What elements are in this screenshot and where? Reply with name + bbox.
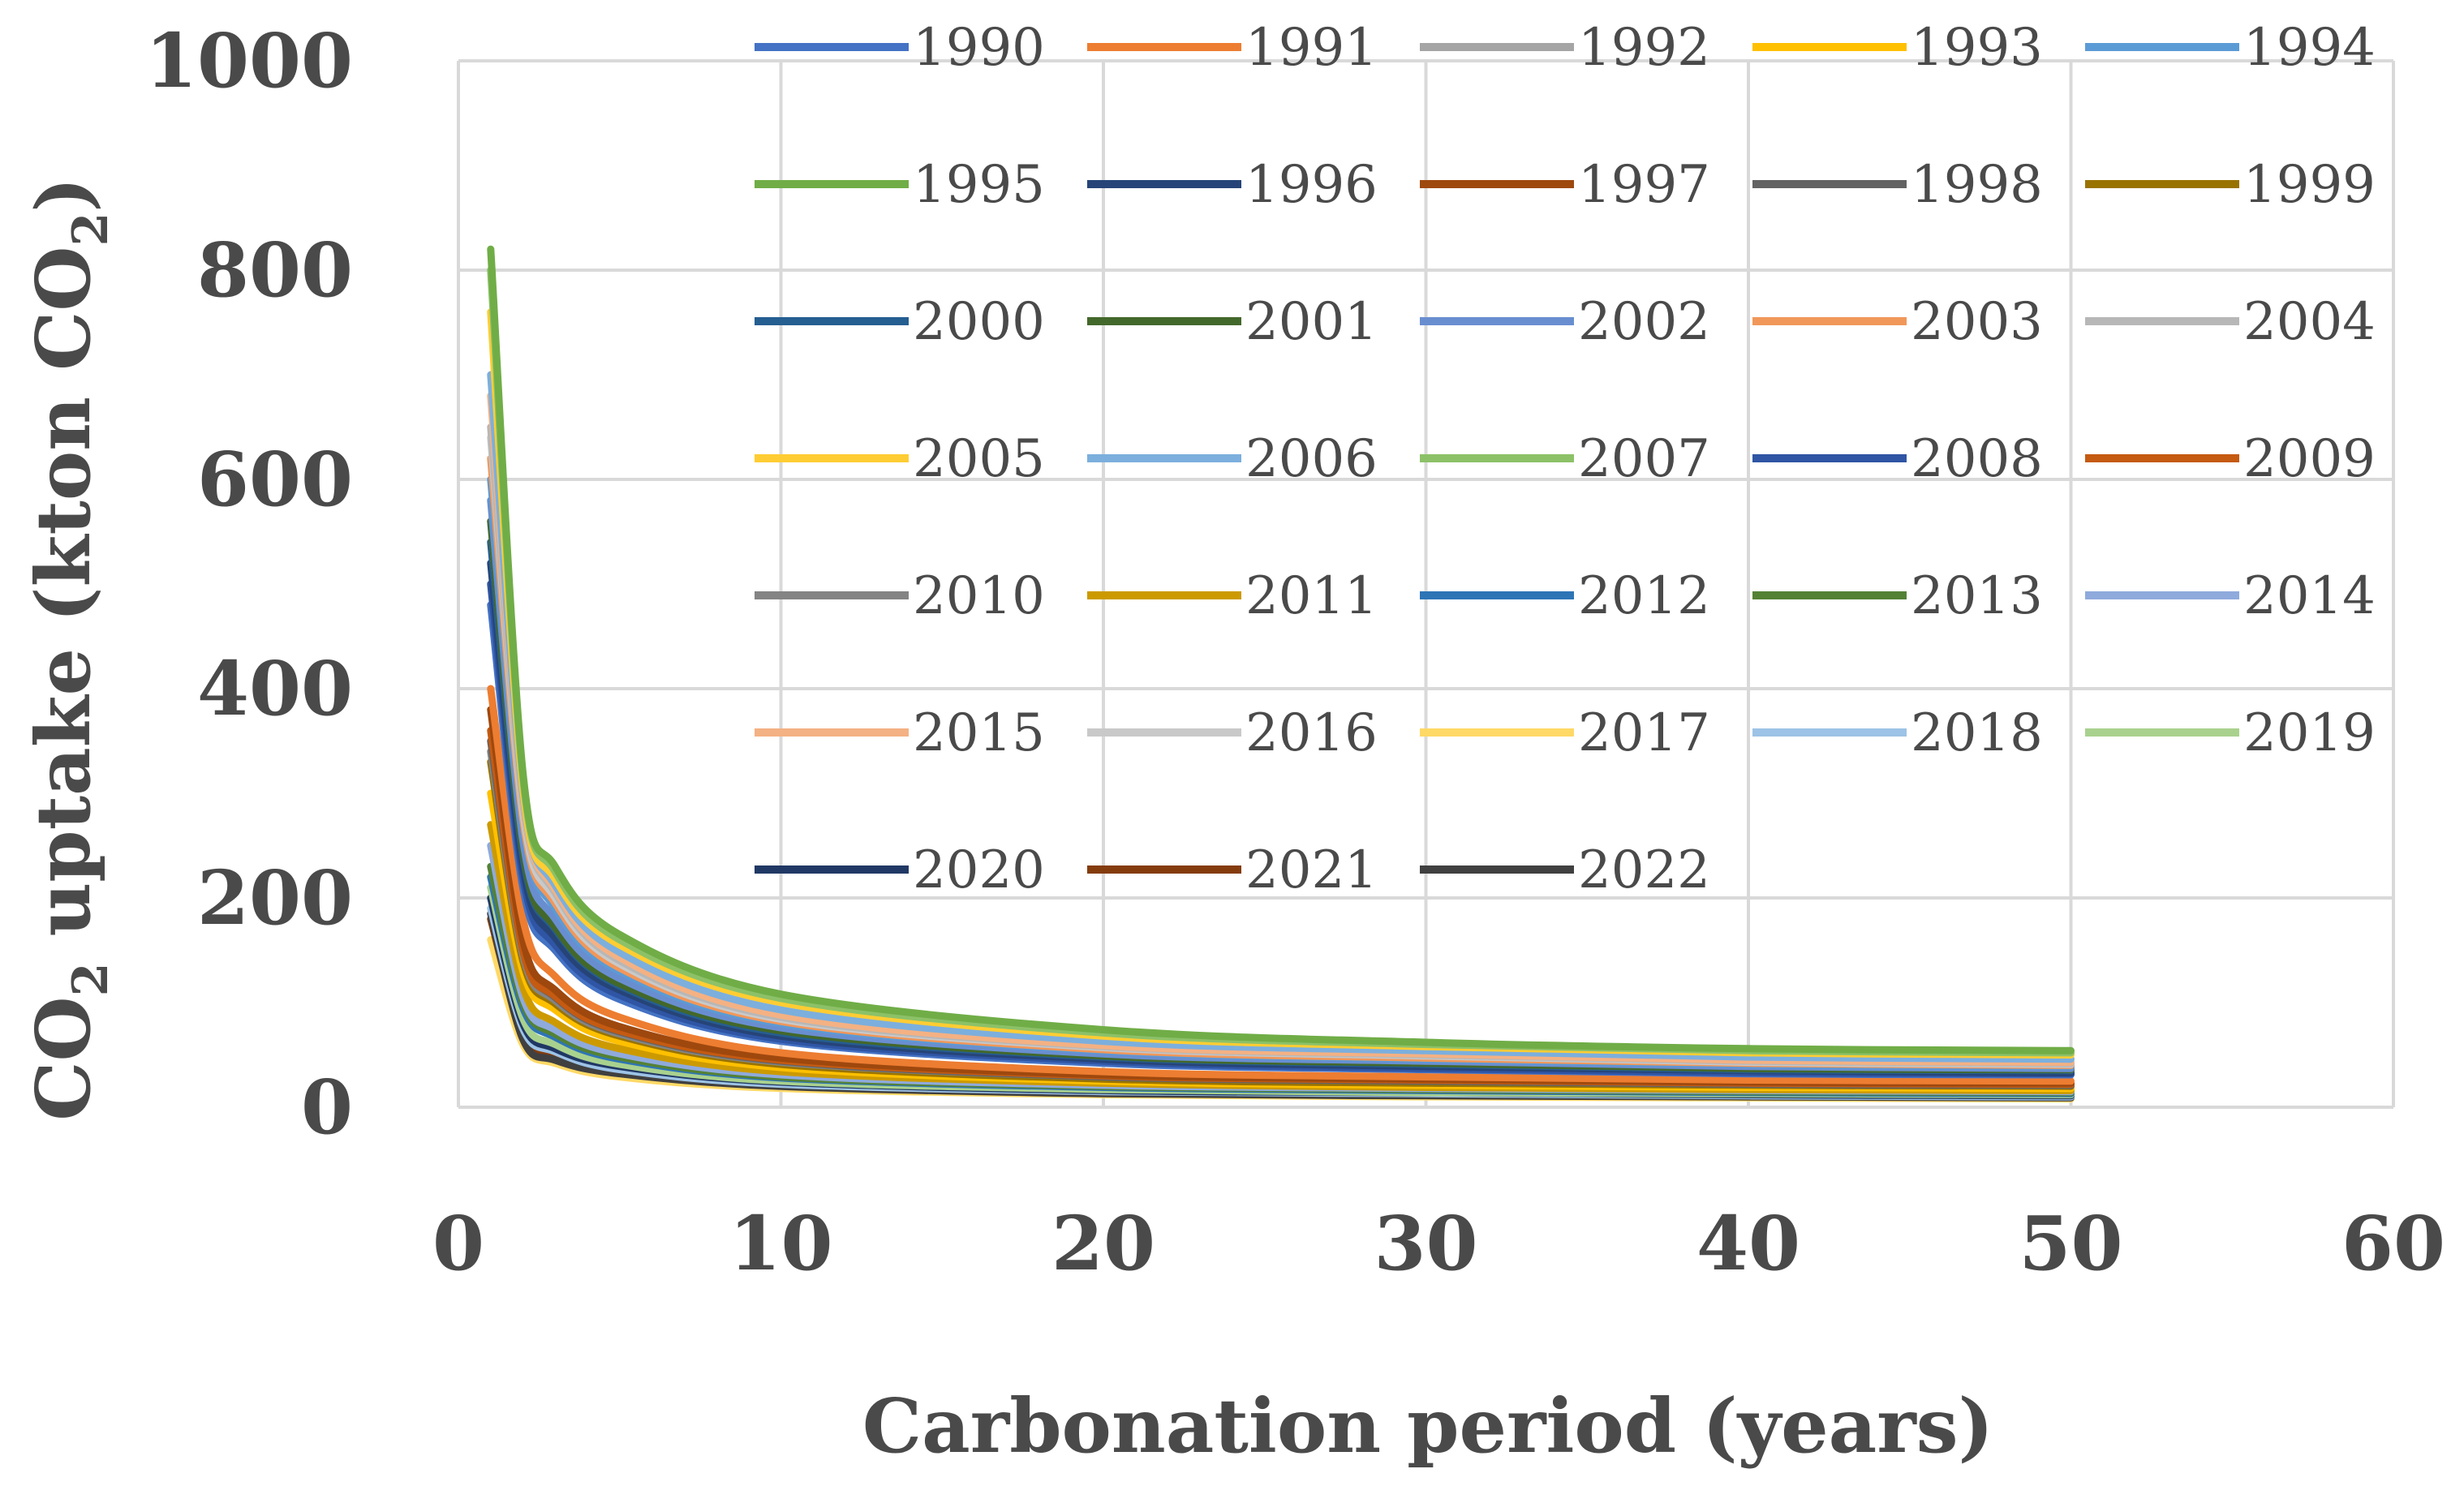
legend-item-2019: 2019	[2085, 703, 2376, 763]
legend-label-2022: 2022	[1578, 840, 1710, 900]
x-tick-label-60: 60	[2341, 1200, 2445, 1287]
y-tick-label-600: 600	[197, 436, 353, 523]
legend-label-2018: 2018	[1911, 703, 2043, 763]
legend-label-2005: 2005	[913, 429, 1045, 489]
legend-label-2017: 2017	[1578, 703, 1710, 763]
legend-item-2020: 2020	[755, 840, 1045, 900]
series-line-1995	[487, 245, 2075, 1054]
legend-item-2001: 2001	[1087, 292, 1378, 352]
legend-label-1996: 1996	[1245, 155, 1378, 215]
legend-item-2017: 2017	[1420, 703, 1710, 763]
legend-item-1990: 1990	[755, 18, 1045, 78]
legend-item-2013: 2013	[1752, 566, 2043, 626]
legend-item-2016: 2016	[1087, 703, 1378, 763]
legend-label-1997: 1997	[1578, 155, 1710, 215]
legend-label-2003: 2003	[1911, 292, 2043, 352]
legend-item-2009: 2009	[2085, 429, 2376, 489]
y-tick-label-0: 0	[301, 1063, 353, 1151]
x-tick-label-10: 10	[729, 1200, 832, 1287]
legend-label-2020: 2020	[913, 840, 1045, 900]
x-tick-label-20: 20	[1051, 1200, 1155, 1287]
x-tick-label-30: 30	[1374, 1200, 1477, 1287]
gridlines	[457, 59, 2395, 1109]
legend-label-2010: 2010	[913, 566, 1045, 626]
legend-label-2000: 2000	[913, 292, 1045, 352]
legend-item-1993: 1993	[1752, 18, 2043, 78]
legend-label-2002: 2002	[1578, 292, 1710, 352]
series-line-2007	[487, 266, 2075, 1057]
legend-item-2002: 2002	[1420, 292, 1710, 352]
legend-label-1991: 1991	[1245, 18, 1378, 78]
legend-item-1992: 1992	[1420, 18, 1710, 78]
legend-item-1999: 1999	[2085, 155, 2376, 215]
y-tick-label-800: 800	[197, 226, 353, 314]
legend-item-2005: 2005	[755, 429, 1045, 489]
legend-label-1999: 1999	[2243, 155, 2376, 215]
legend-label-2004: 2004	[2243, 292, 2376, 352]
legend-item-2015: 2015	[755, 703, 1045, 763]
y-tick-labels: 0 200 400 600 800 1000	[145, 17, 353, 1151]
legend-label-2019: 2019	[2243, 703, 2376, 763]
legend-label-2008: 2008	[1911, 429, 2043, 489]
legend-label-2014: 2014	[2243, 566, 2376, 626]
legend-item-2010: 2010	[755, 566, 1045, 626]
legend-item-2012: 2012	[1420, 566, 1710, 626]
x-axis-title: Carbonation period (years)	[862, 1382, 1993, 1470]
legend-item-2003: 2003	[1752, 292, 2043, 352]
legend-item-1991: 1991	[1087, 18, 1378, 78]
legend-label-2006: 2006	[1245, 429, 1378, 489]
legend-label-2015: 2015	[913, 703, 1045, 763]
x-tick-label-50: 50	[2019, 1200, 2122, 1287]
legend-item-2004: 2004	[2085, 292, 2376, 352]
y-tick-label-1000: 1000	[145, 17, 353, 105]
legend-item-2007: 2007	[1420, 429, 1710, 489]
legend-label-1993: 1993	[1911, 18, 2043, 78]
legend-item-2011: 2011	[1087, 566, 1378, 626]
y-axis-title: CO2 uptake (kton CO2)	[19, 177, 119, 1120]
legend-label-1994: 1994	[2243, 18, 2376, 78]
legend-label-2001: 2001	[1245, 292, 1378, 352]
legend-item-2022: 2022	[1420, 840, 1710, 900]
legend-item-2021: 2021	[1087, 840, 1378, 900]
series-lines	[487, 245, 2075, 1103]
legend-item-1997: 1997	[1420, 155, 1710, 215]
legend-label-2012: 2012	[1578, 566, 1710, 626]
legend-label-1992: 1992	[1578, 18, 1710, 78]
legend-label-2007: 2007	[1578, 429, 1710, 489]
legend: 1990 1991 1992 1993 1994 1995 1996 1997 1998 1999…	[755, 18, 2376, 900]
legend-label-2011: 2011	[1245, 566, 1378, 626]
legend-item-1995: 1995	[755, 155, 1045, 215]
legend-label-1998: 1998	[1911, 155, 2043, 215]
legend-label-1995: 1995	[913, 155, 1045, 215]
series-line-2005	[487, 308, 2075, 1059]
legend-item-1996: 1996	[1087, 155, 1378, 215]
legend-label-1990: 1990	[913, 18, 1045, 78]
legend-label-2016: 2016	[1245, 703, 1378, 763]
legend-item-2014: 2014	[2085, 566, 2376, 626]
legend-item-2018: 2018	[1752, 703, 2043, 763]
legend-label-2009: 2009	[2243, 429, 2376, 489]
y-tick-label-400: 400	[197, 645, 353, 732]
legend-item-2006: 2006	[1087, 429, 1378, 489]
series-line-1991	[487, 685, 2075, 1085]
x-tick-labels: 0 10 20 30 40 50 60	[432, 1200, 2445, 1287]
y-tick-label-200: 200	[197, 854, 353, 942]
x-tick-label-0: 0	[432, 1200, 484, 1287]
legend-item-1998: 1998	[1752, 155, 2043, 215]
legend-label-2013: 2013	[1911, 566, 2043, 626]
legend-label-2021: 2021	[1245, 840, 1378, 900]
x-tick-label-40: 40	[1696, 1200, 1800, 1287]
legend-item-2008: 2008	[1752, 429, 2043, 489]
legend-item-1994: 1994	[2085, 18, 2376, 78]
legend-item-2000: 2000	[755, 292, 1045, 352]
